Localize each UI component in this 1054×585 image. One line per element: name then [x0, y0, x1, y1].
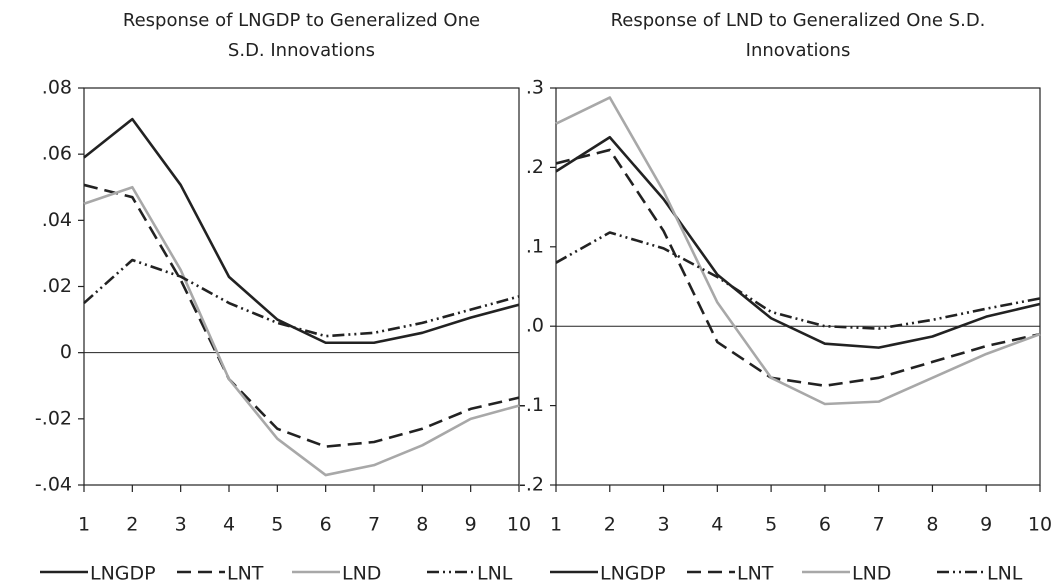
y-tick-label: .1 [526, 235, 544, 257]
series-line [555, 148, 1041, 388]
chart-title: Response of LNGDP to Generalized One S.D… [122, 10, 481, 61]
x-tick-label: 5 [765, 514, 777, 536]
x-tick-label: 6 [320, 514, 332, 536]
legend-label: LND [852, 563, 891, 585]
x-tick-label: 4 [711, 514, 723, 536]
y-tick-label: 0 [60, 341, 72, 363]
y-tick-label: .04 [42, 209, 72, 231]
y-tick-label: .02 [42, 275, 72, 297]
x-tick-label: 3 [658, 514, 670, 536]
y-tick-label: -.04 [35, 474, 72, 496]
series-line [83, 185, 520, 477]
x-tick-label: 2 [604, 514, 616, 536]
x-tick-label: 2 [126, 514, 138, 536]
chart-title: Response of LND to Generalized One S.D. … [610, 10, 986, 61]
series-line [83, 183, 520, 448]
x-tick-label: 5 [271, 514, 283, 536]
y-tick-label: -.1 [519, 394, 544, 416]
series-line [555, 135, 1041, 349]
x-tick-label: 4 [223, 514, 235, 536]
legend-label: LND [342, 563, 381, 585]
plot-frame [83, 87, 520, 486]
series-line [83, 258, 520, 338]
x-tick-label: 7 [873, 514, 885, 536]
series-line [555, 231, 1041, 330]
x-tick-label: 9 [465, 514, 477, 536]
legend-label: LNL [987, 563, 1023, 585]
y-tick-label: -.02 [35, 407, 72, 429]
x-tick-label: 10 [507, 514, 531, 536]
x-tick-label: 1 [550, 514, 562, 536]
series-line [83, 117, 520, 345]
x-tick-label: 8 [416, 514, 428, 536]
legend-label: LNGDP [600, 563, 666, 585]
y-tick-label: .06 [42, 143, 72, 165]
y-tick-label: -.2 [519, 474, 544, 496]
y-tick-label: .3 [526, 77, 544, 99]
legend-label: LNL [477, 563, 513, 585]
y-tick-label: .08 [42, 77, 72, 99]
x-tick-label: 6 [819, 514, 831, 536]
x-tick-label: 1 [78, 514, 90, 536]
series-line [555, 96, 1041, 406]
x-tick-label: 9 [980, 514, 992, 536]
y-tick-label: .0 [526, 315, 544, 337]
plot-frame [555, 87, 1041, 486]
x-tick-label: 7 [368, 514, 380, 536]
legend-label: LNGDP [90, 563, 156, 585]
legend-label: LNT [737, 563, 774, 585]
legend-label: LNT [227, 563, 264, 585]
x-tick-label: 3 [175, 514, 187, 536]
x-tick-label: 10 [1028, 514, 1052, 536]
y-tick-label: .2 [526, 156, 544, 178]
x-tick-label: 8 [926, 514, 938, 536]
